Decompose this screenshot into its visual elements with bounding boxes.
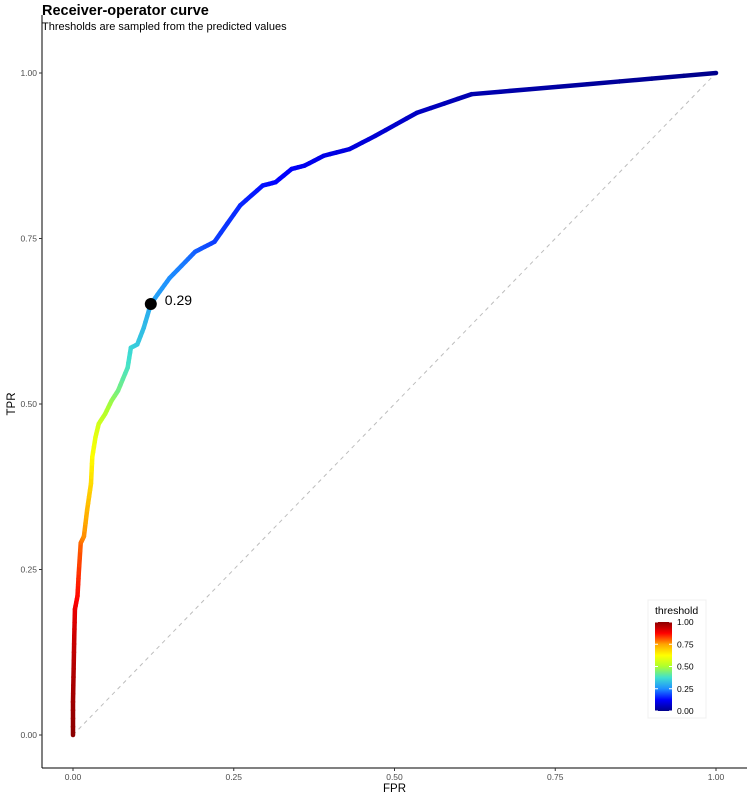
highlight-point-label: 0.29	[165, 292, 192, 308]
roc-curve-segment	[617, 76, 654, 84]
roc-curve-segment	[527, 84, 561, 92]
y-tick-label: 0.75	[20, 234, 37, 244]
x-axis-label: FPR	[383, 783, 406, 795]
roc-curve-segment	[498, 86, 532, 94]
legend-tick-label: 0.50	[677, 662, 694, 672]
roc-curve-segment	[414, 105, 433, 115]
axes	[41, 15, 747, 769]
legend-tick-label: 0.75	[677, 639, 694, 649]
legend-colorbar	[655, 622, 672, 711]
roc-curve-segment	[681, 70, 719, 79]
y-tick-label: 0.50	[20, 399, 37, 409]
x-tick-label: 0.00	[65, 772, 82, 782]
chart-title: Receiver-operator curve	[42, 3, 209, 19]
x-tick-label: 0.75	[547, 772, 564, 782]
y-tick-label: 0.00	[20, 730, 37, 740]
x-tick-label: 0.25	[225, 772, 242, 782]
x-tick-label: 0.50	[386, 772, 403, 782]
roc-curve-segment	[469, 89, 503, 97]
roc-curve-segment	[428, 101, 447, 111]
legend-tick-label: 1.00	[677, 617, 694, 627]
roc-curve-segment	[585, 79, 622, 87]
highlight-point	[144, 298, 157, 311]
y-axis-ticks: 0.00 0.25 0.50 0.75 1.00	[20, 68, 42, 740]
legend-tick-label: 0.25	[677, 684, 694, 694]
reference-diagonal-line	[72, 72, 717, 736]
legend-ticks: 0.00 0.25 0.50 0.75 1.00	[655, 617, 694, 716]
x-axis-ticks: 0.00 0.25 0.50 0.75 1.00	[65, 768, 725, 782]
roc-curve	[70, 70, 719, 738]
roc-curve-segment	[442, 96, 461, 106]
x-tick-label: 1.00	[708, 772, 725, 782]
y-tick-label: 1.00	[20, 68, 37, 78]
roc-curve-segment	[649, 73, 687, 81]
roc-curve-segment	[556, 82, 590, 89]
roc-curve-segment	[455, 91, 474, 102]
legend-tick-label: 0.00	[677, 706, 694, 716]
chart-subtitle: Thresholds are sampled from the predicte…	[42, 21, 287, 33]
y-tick-label: 0.25	[20, 565, 37, 575]
y-axis-label: TPR	[6, 393, 18, 416]
legend-title: threshold	[655, 605, 698, 617]
legend: threshold 0.00 0.25 0.50 0.75 1.00	[647, 599, 707, 719]
